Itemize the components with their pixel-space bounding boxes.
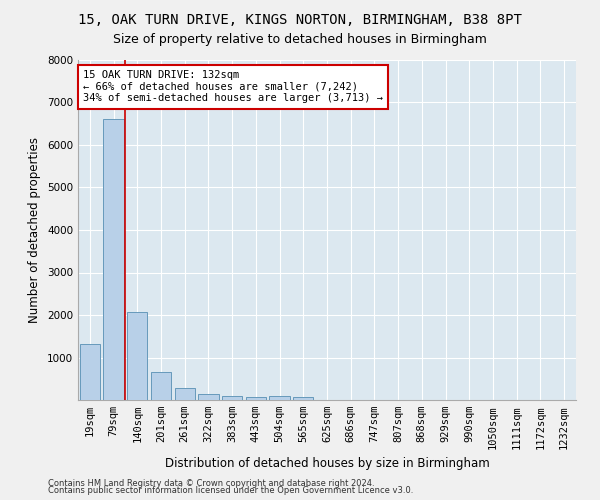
Text: 15 OAK TURN DRIVE: 132sqm
← 66% of detached houses are smaller (7,242)
34% of se: 15 OAK TURN DRIVE: 132sqm ← 66% of detac… bbox=[83, 70, 383, 103]
Bar bbox=[103, 120, 124, 400]
Bar bbox=[80, 344, 100, 400]
Y-axis label: Number of detached properties: Number of detached properties bbox=[28, 137, 41, 323]
Bar bbox=[151, 372, 171, 400]
Bar bbox=[293, 397, 313, 400]
Text: Size of property relative to detached houses in Birmingham: Size of property relative to detached ho… bbox=[113, 32, 487, 46]
Bar bbox=[175, 388, 195, 400]
Bar bbox=[246, 397, 266, 400]
Text: Contains public sector information licensed under the Open Government Licence v3: Contains public sector information licen… bbox=[48, 486, 413, 495]
Bar bbox=[199, 394, 218, 400]
Text: Contains HM Land Registry data © Crown copyright and database right 2024.: Contains HM Land Registry data © Crown c… bbox=[48, 478, 374, 488]
Text: 15, OAK TURN DRIVE, KINGS NORTON, BIRMINGHAM, B38 8PT: 15, OAK TURN DRIVE, KINGS NORTON, BIRMIN… bbox=[78, 12, 522, 26]
X-axis label: Distribution of detached houses by size in Birmingham: Distribution of detached houses by size … bbox=[164, 457, 490, 470]
Bar bbox=[269, 396, 290, 400]
Bar bbox=[222, 396, 242, 400]
Bar bbox=[127, 312, 148, 400]
